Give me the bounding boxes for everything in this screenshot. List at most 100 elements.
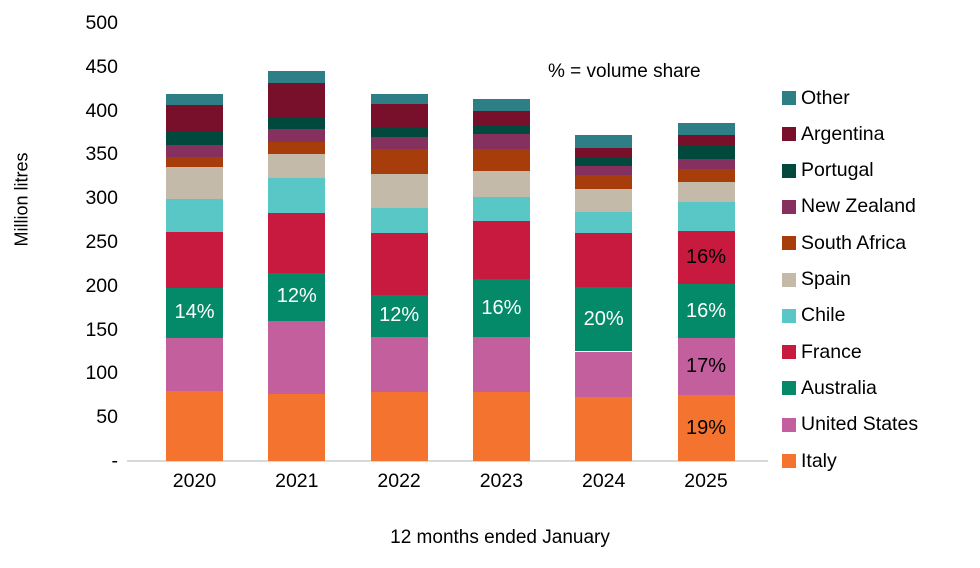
legend-swatch-united-states (782, 417, 796, 432)
legend-item-argentina: Argentina (782, 122, 884, 146)
bar-segment-2021-portugal (268, 117, 326, 129)
volume-share-label-2025-australia: 16% (685, 299, 727, 322)
bar-segment-2020-other (166, 93, 223, 106)
bar-segment-2021-spain (268, 153, 326, 179)
bar-segment-2024-spain (575, 188, 633, 213)
volume-share-label-2023-australia: 16% (481, 296, 522, 319)
legend-item-spain: Spain (782, 268, 851, 292)
bar-segment-2025-new-zealand (677, 158, 735, 170)
bar-segment-2024-australia (575, 286, 633, 352)
x-tick-label-2021: 2021 (275, 470, 319, 492)
bar-segment-2025-south-africa (677, 169, 735, 182)
legend-item-portugal: Portugal (782, 159, 874, 183)
bar-segment-2023-argentina (472, 111, 530, 125)
legend-swatch-italy (782, 454, 796, 468)
legend-swatch-argentina (782, 127, 796, 142)
bar-segment-2020-australia (166, 287, 223, 339)
legend-label-italy: Italy (801, 449, 837, 472)
legend-swatch-portugal (782, 163, 796, 178)
y-tick-label: - (111, 450, 119, 472)
bar-segment-2021-argentina (268, 82, 326, 118)
bar-segment-2022-italy (370, 391, 428, 461)
bar-segment-2023-other (472, 99, 530, 112)
bar-segment-2021-australia (268, 272, 326, 321)
legend-item-south-africa: South Africa (782, 231, 906, 255)
legend-label-united-states: United States (801, 413, 919, 436)
volume-share-label-2020-australia: 14% (174, 301, 215, 324)
bar-segment-2020-chile (166, 199, 223, 233)
bar-segment-2022-other (370, 93, 428, 105)
bar-segment-2023-italy (472, 391, 530, 461)
y-tick-label: 150 (85, 318, 118, 341)
bar-segment-2024-united-states (575, 351, 633, 398)
volume-share-label-2025-italy: 19% (685, 416, 727, 439)
bar-segment-2020-new-zealand (166, 144, 223, 157)
volume-share-label-2025-united-states: 17% (685, 355, 727, 378)
x-tick-label-2020: 2020 (172, 470, 217, 492)
legend-swatch-australia (782, 381, 796, 396)
legend-item-other: Other (782, 86, 850, 110)
legend-swatch-france (782, 345, 796, 360)
bar-segment-2023-new-zealand (472, 134, 530, 150)
bar-segment-2023-united-states (472, 337, 530, 392)
bar-segment-2023-france (472, 220, 530, 279)
bar-segment-2020-france (166, 232, 223, 288)
bar-segment-2022-portugal (370, 127, 428, 137)
bar-segment-2025-italy (677, 395, 735, 461)
y-tick-label: 50 (96, 406, 118, 429)
legend-label-new-zealand: New Zealand (801, 195, 916, 218)
bar-segment-2020-south-africa (166, 157, 223, 167)
bar-segment-2025-chile (677, 201, 735, 231)
x-tick-label-2025: 2025 (684, 470, 728, 492)
y-tick-label: 300 (85, 187, 118, 210)
volume-share-label-2021-australia: 12% (276, 285, 317, 308)
bar-segment-2022-france (370, 233, 428, 295)
bar-segment-2025-france (677, 230, 735, 285)
bar-segment-2023-portugal (472, 124, 530, 135)
bar-segment-2021-italy (268, 394, 326, 461)
legend-label-other: Other (801, 86, 850, 109)
legend-swatch-chile (782, 308, 796, 323)
bar-segment-2021-chile (268, 178, 326, 214)
legend-item-italy: Italy (782, 449, 837, 473)
bar-segment-2023-australia (472, 278, 530, 338)
legend-swatch-other (782, 91, 796, 105)
x-tick-label-2024: 2024 (581, 470, 626, 492)
y-tick-label: 200 (85, 274, 118, 297)
bar-segment-2024-chile (575, 212, 633, 234)
legend-label-south-africa: South Africa (801, 231, 907, 254)
bar-segment-2021-new-zealand (268, 128, 326, 143)
bar-segment-2021-other (268, 71, 326, 83)
legend-item-france: France (782, 340, 862, 364)
x-tick-label-2023: 2023 (479, 470, 524, 492)
legend-label-spain: Spain (801, 268, 851, 290)
legend-label-chile: Chile (801, 304, 846, 327)
legend-label-france: France (801, 340, 862, 363)
legend-item-australia: Australia (782, 376, 877, 400)
legend-label-argentina: Argentina (801, 122, 885, 145)
bar-segment-2020-argentina (166, 105, 223, 132)
y-tick-label: 100 (85, 362, 118, 385)
x-axis-title: 12 months ended January (390, 527, 610, 548)
bar-segment-2024-south-africa (575, 175, 633, 189)
y-tick-label: 400 (85, 99, 118, 122)
bar-segment-2025-spain (677, 181, 735, 202)
legend-item-new-zealand: New Zealand (782, 195, 916, 219)
x-axis-line (127, 460, 768, 462)
legend-label-portugal: Portugal (801, 159, 874, 182)
volume-share-label-2022-australia: 12% (379, 304, 420, 327)
volume-share-annotation: % = volume share (548, 61, 701, 82)
y-tick-label: 350 (85, 143, 118, 166)
y-tick-label: 500 (85, 12, 118, 34)
bar-segment-2024-france (575, 233, 633, 287)
volume-share-label-2025-france: 16% (685, 245, 727, 268)
bar-segment-2022-new-zealand (370, 136, 428, 150)
bar-segment-2022-chile (370, 207, 428, 234)
bar-segment-2022-australia (370, 294, 428, 337)
bar-segment-2023-south-africa (472, 149, 530, 172)
bar-segment-2025-australia (677, 284, 735, 339)
bar-segment-2021-france (268, 213, 326, 273)
legend-swatch-south-africa (782, 236, 796, 251)
bar-segment-2025-united-states (677, 338, 735, 396)
